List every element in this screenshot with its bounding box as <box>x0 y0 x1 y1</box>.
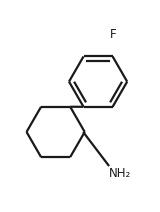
Text: NH₂: NH₂ <box>109 167 131 180</box>
Text: F: F <box>109 28 116 41</box>
